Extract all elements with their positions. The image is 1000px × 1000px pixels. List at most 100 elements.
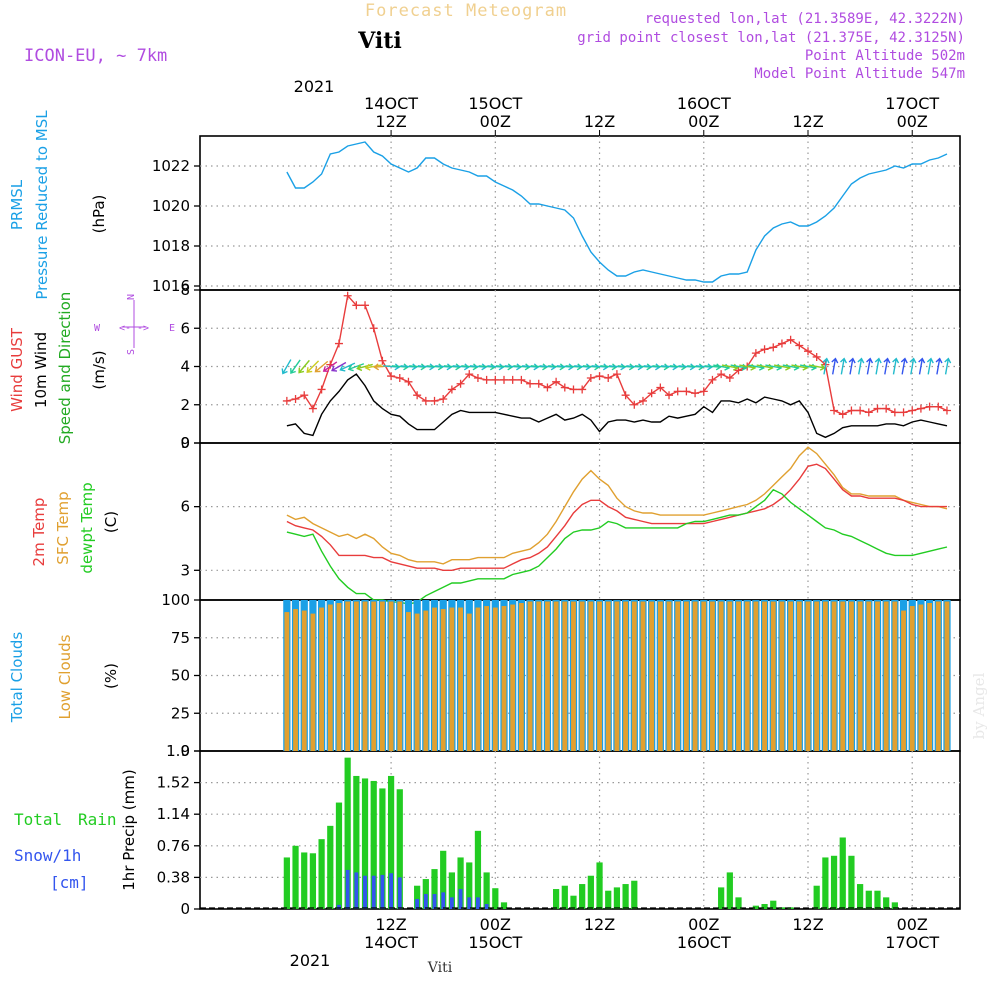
wind-direction-arrow — [417, 363, 435, 371]
arrow-shape — [391, 363, 409, 371]
wind-direction-arrow — [909, 357, 917, 375]
top-hour-label: 12Z — [792, 112, 823, 131]
arrow-shape — [857, 357, 865, 375]
low-clouds-bar — [484, 606, 490, 751]
low-clouds-bar — [475, 607, 481, 751]
wind-direction-arrow — [452, 363, 470, 371]
gust-point — [673, 387, 682, 396]
arrow-shape — [582, 363, 600, 371]
low-clouds-bar — [414, 613, 420, 751]
bottom-year: 2021 — [290, 951, 331, 970]
gust-point — [308, 404, 317, 413]
wind-direction-arrow — [513, 363, 531, 371]
wind-direction-arrow — [339, 362, 356, 372]
y-tick-label: 0 — [180, 434, 190, 452]
rain-bar — [830, 855, 838, 909]
gust-point — [387, 372, 396, 381]
low-clouds-bar — [753, 601, 759, 751]
gust-point — [751, 349, 760, 358]
arrow-shape — [400, 363, 418, 371]
wind-direction-arrow — [918, 357, 926, 375]
low-clouds-bar — [545, 601, 550, 751]
gust-point — [508, 375, 517, 384]
rain-bar — [318, 839, 325, 909]
arrow-shape — [935, 357, 943, 375]
wind-direction-arrow — [364, 363, 382, 371]
gust-point — [899, 408, 908, 417]
gust-point — [847, 406, 856, 415]
low-clouds-bar — [319, 607, 325, 751]
gust-point — [291, 395, 300, 404]
bottom-hour-label: 00Z — [897, 915, 928, 934]
rain-bar — [292, 845, 299, 909]
gust-point — [804, 347, 812, 356]
y-tick-label: 6 — [180, 319, 190, 337]
gust-point — [595, 372, 604, 381]
gust-point — [447, 385, 456, 394]
low-clouds-bar — [927, 603, 933, 751]
arrow-shape — [426, 363, 444, 371]
rain-bar — [579, 884, 586, 909]
rain-bar — [309, 853, 317, 909]
arrow-shape — [892, 357, 900, 375]
arrow-shape — [548, 363, 566, 371]
y-tick-label: 0.76 — [157, 837, 190, 855]
rain-bar — [353, 775, 360, 909]
y-tick-label: 1.52 — [157, 774, 190, 792]
hpa-unit-label: (hPa) — [90, 195, 108, 234]
rain-bar — [553, 889, 560, 909]
arrow-shape — [556, 363, 574, 371]
bottom-date-label: 15OCT — [468, 933, 522, 952]
gust-point — [699, 387, 708, 396]
low-clouds-bar — [579, 601, 585, 751]
arrow-shape — [669, 363, 687, 371]
low-clouds-bar — [866, 601, 872, 751]
bottom-hour-label: 12Z — [584, 915, 615, 934]
grid-lines — [200, 136, 960, 909]
wind-direction-arrow — [831, 357, 839, 375]
gust-point — [665, 391, 674, 400]
low-clouds-bar — [649, 601, 655, 751]
bottom-hour-label: 12Z — [792, 915, 823, 934]
arrow-shape — [331, 361, 347, 372]
axis-labels: 101610181020102202468369025507510000.380… — [152, 94, 940, 952]
gust-point — [908, 406, 917, 415]
y-tick-label: 4 — [180, 358, 190, 376]
gust-point — [560, 383, 569, 392]
rain-bar — [500, 902, 508, 909]
prmsl-desc-label: Pressure Reduced to MSL — [33, 110, 51, 300]
rain-bar — [822, 857, 829, 909]
snow-bar — [371, 875, 376, 909]
wind-direction-arrow — [574, 363, 592, 371]
wind-direction-arrow — [678, 363, 696, 371]
arrow-shape — [281, 359, 292, 375]
wind-direction-arrow — [298, 359, 310, 374]
arrow-shape — [306, 360, 320, 373]
arrow-shape — [290, 359, 301, 375]
wind-direction-arrow — [435, 363, 453, 371]
gust-point — [934, 402, 943, 411]
arrow-shape — [504, 363, 522, 371]
low-clouds-bar — [875, 601, 880, 751]
low-clouds-bar — [805, 601, 811, 751]
wind-direction-arrow — [306, 360, 320, 373]
rain-bar — [335, 802, 343, 909]
wind-direction-arrow — [281, 359, 292, 375]
arrow-shape — [660, 363, 679, 371]
arrow-shape — [926, 357, 934, 375]
snow-bar — [484, 904, 489, 909]
arrow-shape — [339, 362, 356, 372]
wind-direction-arrow — [935, 357, 943, 375]
arrow-shape — [478, 363, 496, 371]
low-clouds-bar — [710, 601, 715, 751]
gust-point — [456, 379, 465, 388]
rain-bar — [848, 855, 855, 909]
arrow-shape — [314, 360, 329, 373]
snow-bar — [441, 892, 446, 909]
wind10m-label: 10m Wind — [32, 332, 50, 408]
arrow-shape — [944, 357, 952, 375]
rain-bar — [466, 862, 473, 909]
model-altitude: Model Point Altitude 547m — [754, 66, 965, 82]
gust-point — [430, 396, 439, 405]
arrow-shape — [356, 363, 373, 372]
